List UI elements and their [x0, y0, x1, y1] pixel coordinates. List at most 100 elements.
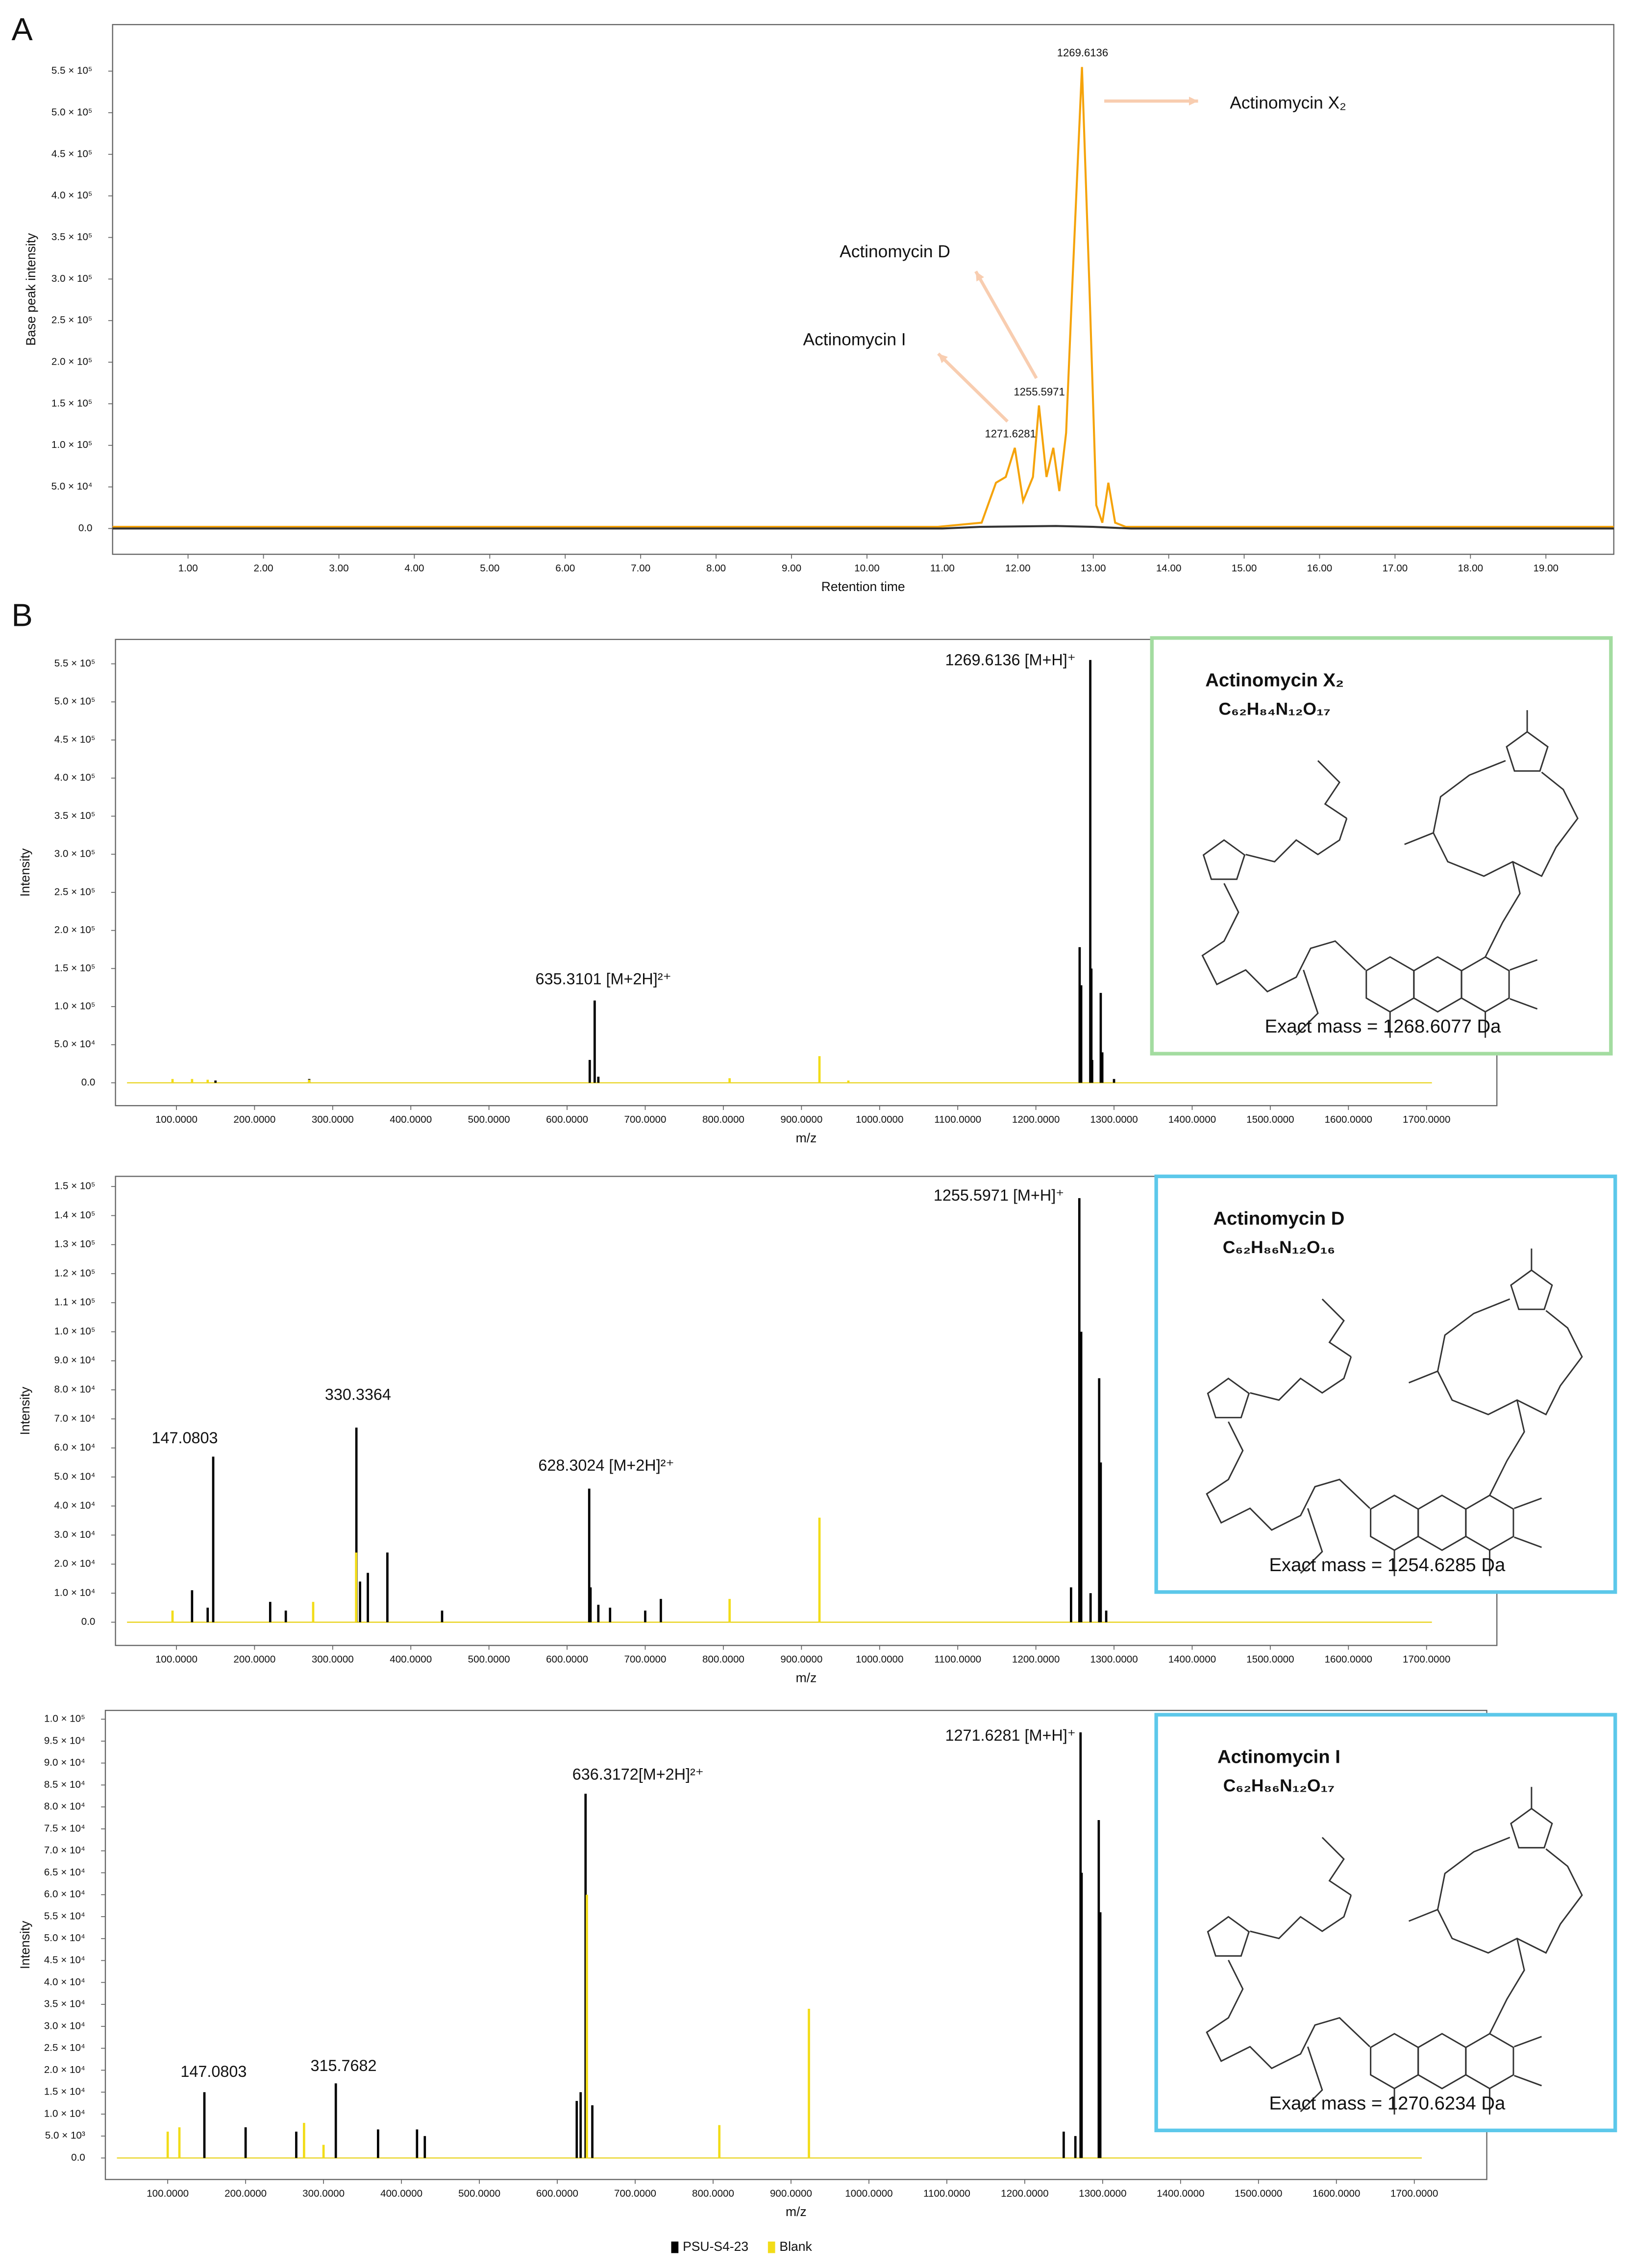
x-tick-label: 1400.0000	[1157, 2188, 1204, 2199]
x-axis-label: Retention time	[821, 579, 905, 594]
x-tick-label: 900.0000	[780, 1114, 822, 1125]
compound-name: Actinomycin I	[1217, 1746, 1340, 1767]
x-tick-label: 100.0000	[147, 2188, 189, 2199]
y-axis-label: Base peak intensity	[24, 233, 38, 346]
x-tick-label: 800.0000	[702, 1114, 744, 1125]
annotation: 1269.6136	[1057, 47, 1108, 59]
y-tick-label: 3.0 × 10⁵	[51, 273, 93, 284]
y-tick-label: 0.0	[81, 1077, 96, 1088]
y-tick-label: 3.0 × 10⁴	[54, 1529, 95, 1540]
legend-label: Blank	[779, 2239, 812, 2254]
x-tick-label: 800.0000	[692, 2188, 734, 2199]
x-tick-label: 1100.0000	[934, 1114, 981, 1125]
y-tick-label: 3.5 × 10⁵	[54, 810, 96, 821]
y-tick-label: 4.5 × 10⁵	[51, 148, 93, 159]
y-tick-label: 3.0 × 10⁵	[54, 848, 96, 860]
panel-label: B	[12, 597, 33, 633]
bond	[1300, 2046, 1323, 2112]
x-tick-label: 17.00	[1383, 563, 1408, 574]
x-tick-label: 1700.0000	[1403, 1114, 1450, 1125]
x-tick-label: 16.00	[1307, 563, 1333, 574]
y-tick-label: 2.5 × 10⁵	[54, 886, 96, 897]
y-tick-label: 5.5 × 10⁴	[44, 1910, 85, 1922]
legend-label: PSU-S4-23	[683, 2239, 748, 2254]
bond	[1408, 1909, 1438, 1922]
x-tick-label: 1300.0000	[1079, 2188, 1126, 2199]
x-tick-label: 5.00	[480, 563, 499, 574]
y-tick-label: 1.2 × 10⁵	[54, 1267, 96, 1279]
annotation: 1255.5971 [M+H]⁺	[934, 1186, 1064, 1204]
x-tick-label: 4.00	[404, 563, 424, 574]
x-tick-label: 1300.0000	[1090, 1114, 1138, 1125]
annotation: 147.0803	[180, 2063, 247, 2080]
bond	[1510, 1269, 1553, 1310]
bond	[1436, 1836, 1583, 1954]
y-tick-label: 5.5 × 10⁵	[54, 658, 96, 669]
x-tick-label: 1700.0000	[1390, 2188, 1438, 2199]
plot-frame	[112, 24, 1614, 555]
x-tick-label: 600.0000	[546, 1114, 588, 1125]
y-tick-label: 5.0 × 10⁴	[51, 481, 93, 492]
bond	[1250, 1895, 1352, 1940]
x-tick-label: 400.0000	[390, 1114, 432, 1125]
bond	[1408, 1370, 1438, 1383]
y-tick-label: 8.5 × 10⁴	[44, 1779, 85, 1790]
exact-mass: Exact mass = 1254.6285 Da	[1269, 1554, 1506, 1576]
x-tick-label: 2.00	[254, 563, 273, 574]
x-tick-label: 900.0000	[780, 1654, 822, 1665]
bond	[1321, 1837, 1352, 1896]
x-tick-label: 900.0000	[770, 2188, 812, 2199]
x-tick-label: 18.00	[1458, 563, 1484, 574]
annotation: 147.0803	[151, 1429, 218, 1447]
annotation: 1255.5971	[1014, 386, 1065, 398]
line-series	[112, 67, 1614, 528]
x-tick-label: 600.0000	[546, 1654, 588, 1665]
y-tick-label: 2.5 × 10⁵	[51, 315, 93, 326]
x-tick-label: 1400.0000	[1168, 1654, 1216, 1665]
y-tick-label: 1.5 × 10⁴	[44, 2086, 85, 2097]
bond	[1207, 1377, 1250, 1419]
structure-drawing	[1201, 710, 1579, 1038]
annotation: 628.3024 [M+2H]²⁺	[538, 1456, 674, 1474]
arrow-head	[975, 271, 984, 282]
arrow	[937, 352, 1009, 423]
x-tick-label: 1200.0000	[1001, 2188, 1048, 2199]
bond	[1206, 1960, 1371, 2070]
y-tick-label: 5.0 × 10⁴	[54, 1038, 95, 1050]
legend-swatch	[767, 2242, 775, 2253]
y-tick-label: 1.5 × 10⁵	[51, 397, 93, 409]
x-tick-label: 6.00	[555, 563, 575, 574]
x-tick-label: 1600.0000	[1312, 2188, 1360, 2199]
y-tick-label: 0.0	[81, 1616, 96, 1627]
bond	[1514, 2036, 1542, 2047]
y-tick-label: 7.0 × 10⁴	[44, 1845, 85, 1856]
y-tick-label: 7.0 × 10⁴	[54, 1413, 95, 1424]
x-tick-label: 700.0000	[614, 2188, 656, 2199]
bond	[1489, 1400, 1525, 1496]
y-tick-label: 7.5 × 10⁴	[44, 1823, 85, 1834]
compound-name: Actinomycin X₂	[1205, 669, 1344, 690]
y-tick-label: 1.0 × 10⁴	[54, 1587, 95, 1598]
x-tick-label: 800.0000	[702, 1654, 744, 1665]
y-tick-label: 3.0 × 10⁴	[44, 2020, 85, 2031]
x-axis-label: m/z	[796, 1670, 817, 1685]
y-tick-label: 6.5 × 10⁴	[44, 1867, 85, 1878]
x-tick-label: 700.0000	[624, 1114, 667, 1125]
arrow	[974, 271, 1038, 379]
x-tick-label: 10.00	[854, 563, 880, 574]
x-tick-label: 1500.0000	[1235, 2188, 1282, 2199]
x-tick-label: 1600.0000	[1325, 1654, 1372, 1665]
bond	[1317, 760, 1347, 819]
x-tick-label: 1500.0000	[1246, 1654, 1294, 1665]
y-tick-label: 6.0 × 10⁴	[54, 1442, 95, 1453]
x-tick-label: 11.00	[930, 563, 955, 574]
x-tick-label: 13.00	[1081, 563, 1106, 574]
y-tick-label: 9.5 × 10⁴	[44, 1735, 85, 1746]
x-tick-label: 1200.0000	[1012, 1654, 1060, 1665]
x-tick-label: 100.0000	[155, 1654, 198, 1665]
y-tick-label: 2.0 × 10⁴	[44, 2064, 85, 2075]
x-tick-label: 400.0000	[390, 1654, 432, 1665]
bond	[1489, 1938, 1525, 2034]
bond	[1321, 1298, 1352, 1357]
x-tick-label: 1500.0000	[1246, 1114, 1294, 1125]
